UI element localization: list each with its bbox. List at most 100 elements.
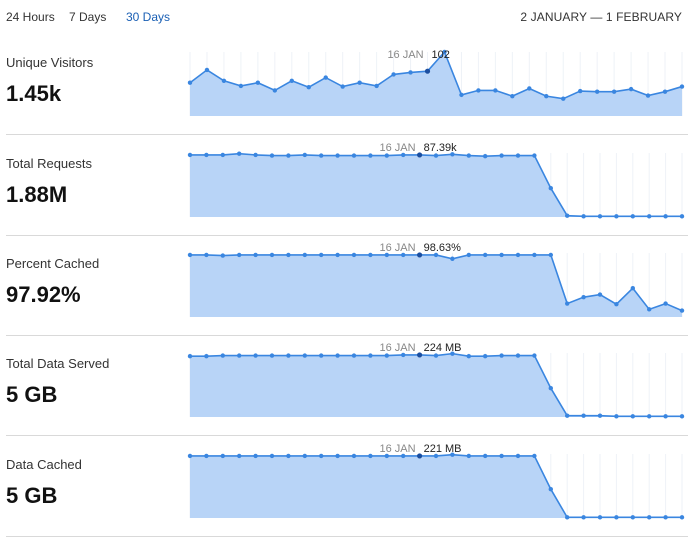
data-point — [368, 153, 373, 158]
hover-value-label: 224 MB — [424, 342, 462, 354]
data-point — [391, 72, 396, 77]
sparkline-chart[interactable]: 16 JAN 87.39k — [187, 142, 685, 227]
data-point — [306, 85, 311, 90]
data-point — [578, 88, 583, 94]
data-point — [433, 153, 439, 158]
data-point — [628, 86, 634, 92]
metric-value: 1.45k — [6, 81, 62, 106]
data-point — [581, 294, 586, 300]
data-point — [565, 515, 570, 520]
series-area — [190, 52, 682, 116]
data-point — [499, 153, 504, 158]
sparkline-chart[interactable]: 16 JAN 102 — [187, 42, 685, 126]
data-point — [483, 252, 488, 258]
data-point — [253, 152, 258, 158]
data-point — [476, 88, 481, 93]
data-point — [272, 88, 278, 93]
row-divider — [6, 435, 688, 436]
data-point — [630, 214, 635, 219]
sparkline-chart[interactable]: 16 JAN 221 MB — [187, 443, 685, 528]
metric-row: Data Cached 5 GB — [0, 436, 694, 536]
data-point — [187, 80, 193, 85]
sparkline-chart[interactable]: 16 JAN 224 MB — [187, 342, 685, 427]
data-point — [499, 353, 504, 358]
metric-row: Unique Visitors 1.45k — [0, 34, 694, 134]
data-point — [493, 88, 498, 93]
data-point — [647, 515, 652, 520]
tab-7-days[interactable]: 7 Days — [69, 10, 107, 24]
data-point — [335, 353, 340, 358]
data-point — [614, 214, 619, 219]
data-point — [286, 353, 291, 358]
data-point — [368, 453, 373, 459]
metric-label: Percent Cached — [6, 256, 100, 271]
tab-30-days[interactable]: 30 Days — [126, 10, 171, 24]
data-point — [597, 413, 603, 418]
data-point — [319, 453, 324, 459]
data-point — [515, 252, 521, 258]
data-point — [351, 153, 357, 158]
data-point — [408, 70, 413, 75]
data-point — [450, 351, 455, 356]
data-point — [237, 353, 242, 358]
data-point — [187, 354, 193, 359]
data-point — [237, 252, 242, 258]
data-point — [594, 89, 600, 94]
sparkline-chart[interactable]: 16 JAN 98.63% — [187, 242, 685, 327]
data-point — [253, 353, 258, 358]
data-point — [401, 352, 406, 358]
data-point — [417, 252, 423, 258]
tab-24-hours[interactable]: 24 Hours — [6, 10, 55, 24]
metric-label: Data Cached — [6, 457, 82, 472]
data-point — [565, 213, 570, 218]
data-point — [483, 154, 488, 159]
data-point — [663, 301, 668, 306]
series-line — [189, 50, 683, 100]
data-point — [319, 153, 324, 158]
data-point — [515, 153, 521, 158]
data-point — [340, 84, 345, 89]
data-point — [323, 75, 328, 80]
data-point — [204, 67, 210, 73]
data-point — [679, 308, 685, 313]
range-toolbar: 24 Hours 7 Days 30 Days 2 JANUARY — 1 FE… — [0, 0, 694, 34]
data-point — [220, 453, 225, 459]
data-point — [286, 252, 291, 258]
data-point — [269, 153, 275, 158]
data-point — [401, 252, 406, 258]
data-point — [433, 453, 439, 459]
data-point — [401, 152, 406, 158]
data-point — [663, 414, 668, 419]
data-point — [302, 353, 307, 358]
data-point — [614, 414, 619, 419]
data-point — [662, 89, 668, 94]
data-point — [466, 453, 471, 459]
data-point — [417, 152, 423, 158]
hover-date-label: 16 JAN — [387, 49, 423, 61]
data-point — [663, 515, 668, 520]
data-point — [220, 253, 225, 258]
data-point — [611, 89, 617, 94]
metric-value: 1.88M — [6, 182, 68, 207]
metric-row: Total Requests 1.88M — [0, 135, 694, 235]
data-point — [459, 92, 464, 98]
series-area — [190, 454, 682, 518]
data-point — [433, 252, 439, 258]
data-point — [204, 354, 209, 359]
data-point — [204, 252, 209, 258]
hover-date-label: 16 JAN — [380, 443, 416, 455]
data-point — [368, 353, 373, 358]
data-point — [630, 286, 635, 291]
data-point — [269, 453, 275, 459]
data-point — [374, 83, 379, 89]
data-point — [647, 414, 652, 419]
data-point — [253, 252, 258, 258]
metric-value: 5 GB — [6, 382, 58, 407]
data-point — [351, 353, 357, 358]
data-point — [499, 453, 504, 459]
series-area — [190, 353, 682, 417]
data-point — [204, 152, 209, 158]
data-point — [515, 453, 521, 459]
data-point — [532, 252, 537, 258]
data-point — [548, 252, 553, 258]
